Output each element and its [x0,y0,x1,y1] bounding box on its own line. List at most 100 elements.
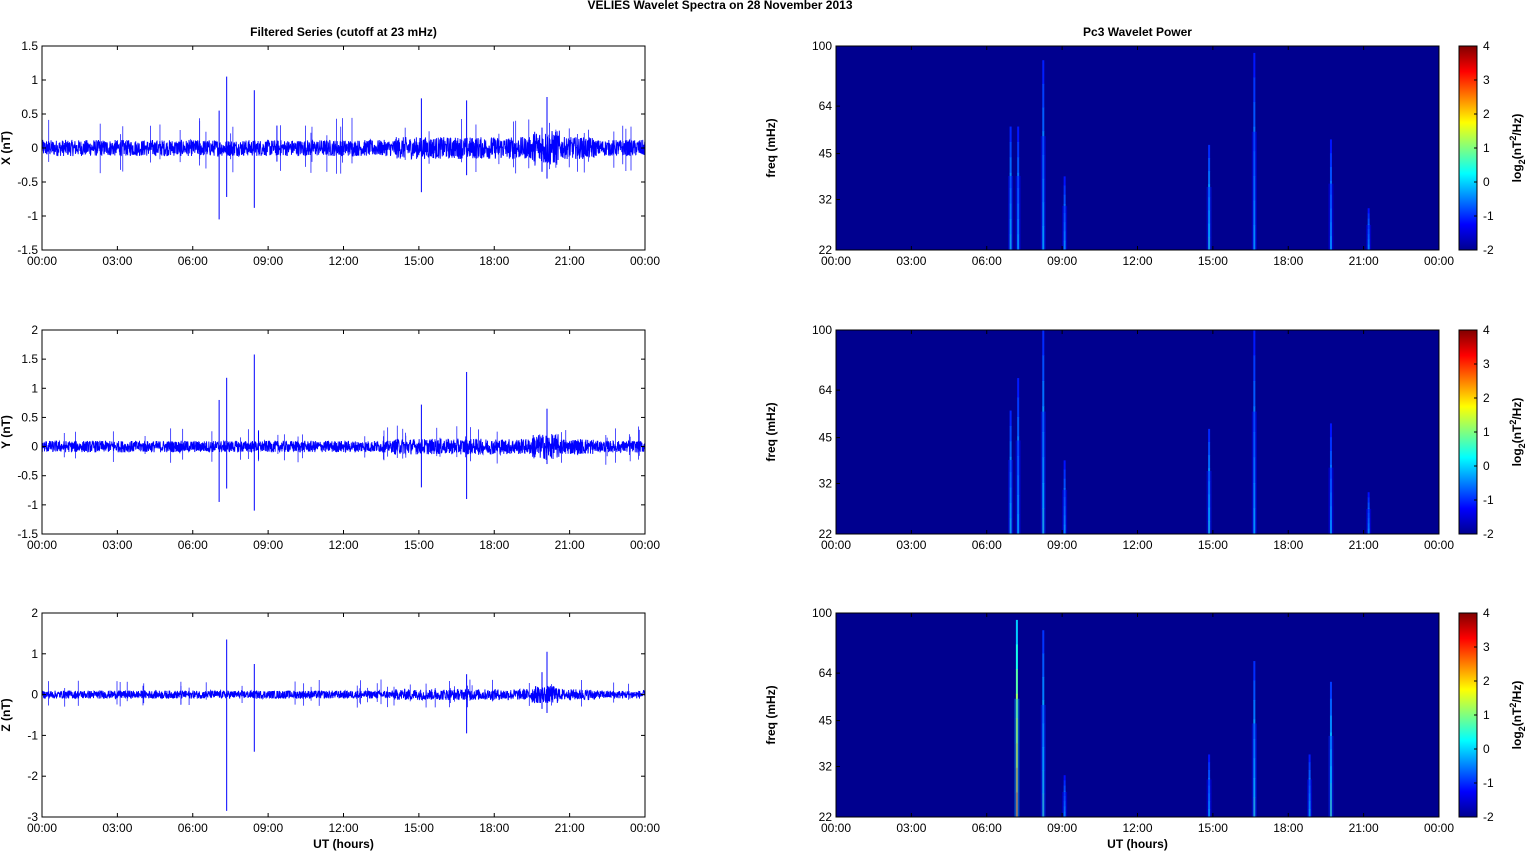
spectrum-2-power-streak [1063,487,1066,498]
series-2-ytick-label: -1 [27,498,38,512]
spectrum-1-cbar-tick-label: -1 [1483,209,1494,223]
spectrum-2-ytick-label: 45 [819,431,833,445]
spectrum-1-power-streak [1042,60,1045,85]
spectrum-3-cbar-tick-label: 2 [1483,674,1490,688]
spectrum-1-power-streak [1017,188,1020,205]
spectrum-2-power-streak [1367,492,1370,498]
spectrum-2-power-streak [1017,456,1020,477]
spectrum-1-heatmap-bg [836,46,1439,250]
series-2-xtick-label: 21:00 [555,538,585,552]
spectrum-1-power-streak [1329,194,1332,210]
spectrum-2-power-streak [1253,432,1256,458]
series-2-ylabel: Y (nT) [0,415,13,449]
spectrum-3-power-streak [1015,792,1018,818]
spectrum-2-cbar-tick-label: -1 [1483,493,1494,507]
spectrum-1-power-streak [1063,240,1066,251]
spectrum-1-power-streak [1329,167,1332,182]
spectrum-2-power-streak [1208,428,1211,443]
spectrum-1-ytick-label: 45 [819,147,833,161]
series-3-ylabel: Z (nT) [0,698,13,731]
series-3-xtick-label: 15:00 [404,821,434,835]
spectrum-3-power-streak [1329,732,1332,750]
spectrum-2-power-halo [1062,489,1068,534]
spectrum-3-power-streak [1042,723,1045,748]
spectrum-3-power-streak [1042,700,1045,725]
spectrum-3-power-streak [1308,785,1311,795]
spectrum-2-power-streak [1367,518,1370,525]
spectrum-1-power-streak [1017,172,1020,189]
series-3-ytick-label: -1 [27,728,38,742]
spectrum-1-power-streak [1042,226,1045,251]
spectrum-1-xtick-label: 12:00 [1122,254,1152,268]
spectrum-1-power-streak [1367,223,1370,230]
spectrum-2-power-streak [1367,528,1370,535]
spectrum-3-power-streak [1253,739,1256,760]
spectrum-2-cbar-tick-label: 0 [1483,459,1490,473]
spectrum-1-ytick-label: 64 [819,99,833,113]
spectrum-2-power-streak [1009,410,1012,427]
spectrum-3-power-streak [1308,777,1311,787]
spectrum-2-cbar-label: log2(nT2/Hz) [1508,398,1526,467]
spectrum-1-power-streak [1208,184,1211,198]
series-3-plot-area [42,613,645,817]
series-3-ytick-label: 1 [31,647,38,661]
series-2-xtick-label: 06:00 [178,538,208,552]
spectrum-1-power-streak [1017,141,1020,158]
spectrum-3-power-streak [1208,785,1211,795]
spectrum-2-power-streak [1042,483,1045,509]
spectrum-1-xtick-label: 03:00 [896,254,926,268]
spectrum-1-power-streak [1367,208,1370,214]
spectrum-2-xtick-label: 09:00 [1047,538,1077,552]
spectrum-3-xtick-label: 21:00 [1349,821,1379,835]
spectrum-3-power-streak [1253,797,1256,818]
spectrum-3-heatmap-bg [836,613,1439,817]
series-3-xtick-label: 00:00 [27,821,57,835]
spectrum-2-power-streak [1253,355,1256,382]
spectrum-2-power-streak [1017,436,1020,457]
spectrum-1-power-streak [1329,153,1332,168]
spectrum-3-power-streak [1063,775,1066,781]
spectrum-1-power-streak [1009,141,1012,158]
spectrum-2-power-streak [1063,506,1066,517]
spectrum-2-power-streak [1017,417,1020,438]
spectrum-2-power-streak [1009,425,1012,442]
spectrum-1-power-streak [1009,203,1012,220]
spectrum-1-power-streak [1009,172,1012,189]
spectrum-1-cbar-tick-label: -2 [1483,243,1494,257]
spectrum-2-power-streak [1042,330,1045,356]
series-1-xtick-label: 12:00 [328,254,358,268]
spectrum-1-power-streak [1329,139,1332,154]
spectrum-3-xtick-label: 03:00 [896,821,926,835]
spectrum-2-power-streak [1253,381,1256,407]
spectrum-2-xtick-label: 00:00 [1424,538,1454,552]
spectrum-3-power-streak [1208,754,1211,763]
spectrum-2-power-streak [1009,503,1012,520]
spectrum-3-power-streak [1308,762,1311,771]
spectrum-1-power-streak [1367,244,1370,251]
spectrum-3-power-halo [1040,704,1046,817]
spectrum-1-power-streak [1329,236,1332,251]
spectrum-2-ylabel: freq (mHz) [764,402,778,461]
spectrum-1-xtick-label: 18:00 [1273,254,1303,268]
spectrum-3-power-streak [1015,693,1018,719]
spectrum-2-power-streak [1208,507,1211,522]
series-3-xtick-label: 09:00 [253,821,283,835]
spectrum-3-power-halo [1251,723,1257,817]
spectrum-2-xtick-label: 15:00 [1198,538,1228,552]
spectrum-2-power-streak [1329,451,1332,466]
spectrum-2-xtick-label: 18:00 [1273,538,1303,552]
series-2-ytick-label: 0 [31,440,38,454]
spectrum-3-colorbar [1459,613,1477,817]
series-2-xtick-label: 03:00 [102,538,132,552]
spectrum-3-power-streak [1308,754,1311,763]
spectrum-3-power-streak [1253,719,1256,740]
spectrum-3-power-streak [1208,777,1211,787]
spectrum-1-power-streak [1063,222,1066,233]
spectrum-3-ytick-label: 100 [812,606,832,620]
spectrum-3-power-halo [1062,791,1068,817]
spectrum-1-power-streak [1253,126,1256,152]
spectrum-1-power-halo [1328,183,1334,250]
series-1-xtick-label: 00:00 [630,254,660,268]
spectrum-1-power-streak [1042,155,1045,180]
spectrum-2-power-streak [1253,508,1256,535]
